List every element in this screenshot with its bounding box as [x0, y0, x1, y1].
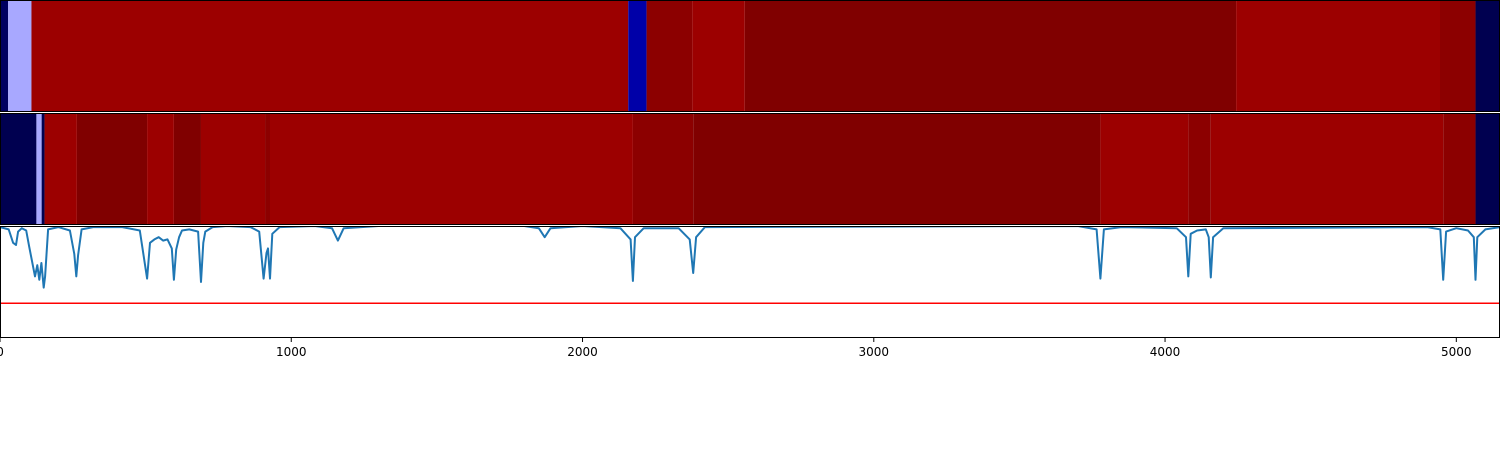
- x-tick-label-4000: 4000: [1150, 345, 1181, 359]
- middle-band-cell-10: [632, 113, 694, 225]
- top-band-cell-1: [8, 0, 32, 112]
- top-band-cell-4: [646, 0, 693, 112]
- top-heatmap-band: [0, 0, 1500, 112]
- middle-band-cell-12: [1100, 113, 1189, 225]
- middle-band-cell-3: [44, 113, 77, 225]
- x-tick-label-3000: 3000: [859, 345, 890, 359]
- x-axis: 0 1000 2000 3000 4000 5000: [0, 338, 1472, 359]
- top-band-cell-9: [1475, 0, 1500, 112]
- middle-band-cell-8: [265, 113, 270, 225]
- x-tick-label-1000: 1000: [276, 345, 307, 359]
- middle-band-cell-0: [0, 113, 37, 225]
- middle-heatmap-band: [0, 113, 1500, 225]
- top-band-cell-8: [1440, 0, 1476, 112]
- top-band-cell-0: [0, 0, 9, 112]
- middle-band-cell-14: [1210, 113, 1444, 225]
- top-band-cell-6: [744, 0, 1237, 112]
- signal-plot: [0, 226, 1500, 305]
- top-band-cell-7: [1236, 0, 1440, 112]
- x-tick-label-0: 0: [0, 345, 4, 359]
- middle-band-cell-6: [173, 113, 201, 225]
- middle-band-cell-5: [147, 113, 174, 225]
- middle-band-cell-16: [1475, 113, 1500, 225]
- x-tick-label-5000: 5000: [1441, 345, 1472, 359]
- x-tick-label-2000: 2000: [567, 345, 598, 359]
- top-band-cell-3: [628, 0, 647, 112]
- top-band-cell-2: [31, 0, 629, 112]
- middle-band-cell-15: [1443, 113, 1476, 225]
- signal-series-line: [0, 226, 1500, 289]
- middle-band-cell-7: [200, 113, 266, 225]
- middle-band-cell-9: [270, 113, 633, 225]
- top-band-cell-5: [692, 0, 745, 112]
- middle-band-cell-13: [1188, 113, 1211, 225]
- signal-frame: [0, 226, 1500, 338]
- middle-band-cell-2: [41, 113, 45, 225]
- middle-band-cell-4: [76, 113, 148, 225]
- middle-band-cell-1: [36, 113, 42, 225]
- middle-band-cell-11: [693, 113, 1101, 225]
